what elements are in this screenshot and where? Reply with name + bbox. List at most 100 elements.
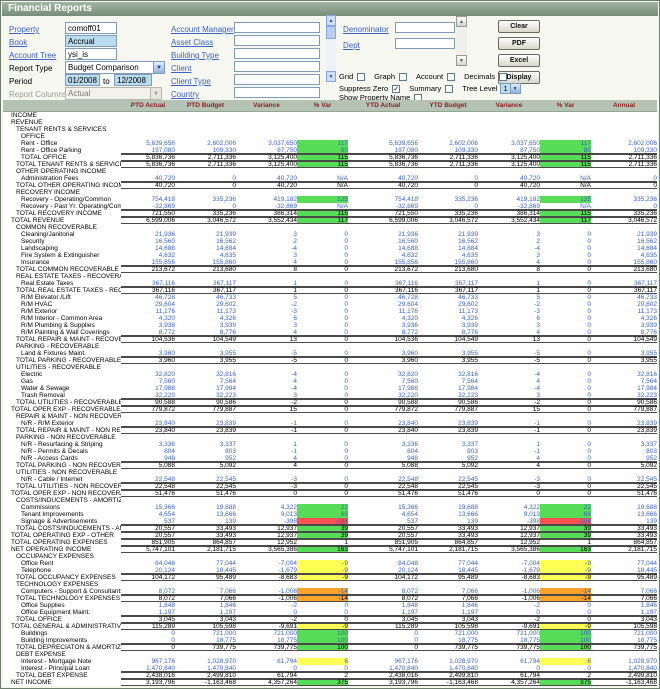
cell-ytd-actual[interactable]: 29,604	[398, 301, 418, 308]
cell-ytd-pct-var[interactable]: -9	[540, 567, 591, 574]
summary-checkbox[interactable]	[445, 84, 454, 93]
cell-ytd-pct-var[interactable]: 0	[587, 371, 591, 378]
cell-ptd-variance[interactable]: 2	[293, 238, 297, 245]
cell-ytd-actual[interactable]: 948	[348, 455, 418, 462]
cell-ytd-variance[interactable]: 4	[478, 455, 540, 462]
cell-ptd-budget[interactable]: 1,470,840	[175, 665, 236, 672]
clear-button[interactable]: Clear	[498, 20, 540, 33]
cell-ptd-variance[interactable]: -4	[291, 371, 297, 378]
cell-ytd-budget[interactable]: 23,839	[418, 420, 478, 427]
cell-ptd-budget[interactable]: 0	[175, 203, 236, 210]
cell-ytd-variance[interactable]: 4	[536, 378, 540, 385]
cell-ptd-pct-var[interactable]: -9	[297, 567, 348, 574]
cell-ptd-budget[interactable]: 109,330	[175, 147, 237, 154]
cell-ytd-variance[interactable]: 4	[478, 259, 540, 266]
cell-ptd-budget[interactable]: 139	[175, 518, 236, 525]
cell-ptd-pct-var[interactable]: 0	[297, 350, 348, 357]
cell-ytd-actual[interactable]: -32,869	[348, 203, 418, 210]
cell-annual[interactable]: 14,684	[637, 245, 657, 252]
client-label[interactable]: Client	[171, 64, 192, 73]
cell-ptd-budget[interactable]: 3,337	[219, 441, 236, 448]
cell-ptd-pct-var[interactable]: 0	[297, 280, 348, 287]
cell-annual[interactable]: 17,984	[637, 385, 657, 392]
cell-ytd-pct-var[interactable]: 117	[540, 140, 591, 147]
cell-ptd-pct-var[interactable]: 0	[297, 455, 348, 462]
cell-ptd-variance[interactable]: 61,794	[277, 658, 297, 665]
cell-annual[interactable]: 29,602	[637, 301, 657, 308]
cell-ytd-pct-var[interactable]: 100	[540, 630, 591, 637]
cell-ytd-pct-var[interactable]: 22	[540, 504, 591, 511]
cell-ytd-variance[interactable]: 3	[478, 392, 540, 399]
cell-ptd-budget[interactable]: 1,028,970	[207, 658, 236, 665]
cell-annual[interactable]: 3,939	[640, 322, 657, 329]
cell-ptd-pct-var[interactable]: 0	[344, 238, 348, 245]
cell-ytd-variance[interactable]: -2	[534, 301, 540, 308]
cell-ptd-variance[interactable]: 0	[236, 665, 297, 672]
cell-ytd-actual[interactable]: 3,936	[401, 322, 418, 329]
cell-ptd-actual[interactable]: 14,688	[155, 245, 175, 252]
account-tree-label[interactable]: Account Tree	[9, 51, 57, 60]
cell-ytd-actual[interactable]: 7,560	[401, 378, 418, 385]
account-tree-input[interactable]	[65, 48, 117, 60]
cell-ptd-pct-var[interactable]: 125	[297, 196, 348, 203]
cell-ytd-variance[interactable]: 0	[478, 609, 540, 616]
cell-annual[interactable]: 23,839	[591, 420, 657, 427]
cell-ytd-variance[interactable]: 3,037,650	[511, 140, 540, 147]
cell-ptd-variance[interactable]: 4	[236, 329, 297, 336]
cell-ptd-variance[interactable]: 9,013	[280, 511, 297, 518]
cell-annual[interactable]: 3,337	[640, 441, 657, 448]
chevron-down-icon[interactable]: ▼	[509, 84, 520, 93]
cell-ptd-actual[interactable]: 197,080	[121, 147, 176, 154]
cell-ytd-actual[interactable]: 14,688	[398, 245, 418, 252]
scroll-up-icon[interactable]: ▲	[456, 16, 467, 27]
cell-ytd-budget[interactable]: 11,173	[458, 308, 478, 315]
cell-ptd-variance[interactable]: 419,182	[273, 196, 298, 203]
dept-input[interactable]	[395, 38, 455, 49]
client-type-label[interactable]: Client Type	[171, 77, 211, 86]
cell-ptd-budget[interactable]: 13,666	[216, 511, 236, 518]
tree-level-select[interactable]: 1 ▼	[500, 83, 521, 94]
asset-class-label[interactable]: Asset Class	[171, 38, 214, 47]
cell-ptd-variance[interactable]: 721,000	[273, 630, 298, 637]
property-input[interactable]	[65, 22, 117, 34]
cell-ytd-actual[interactable]: 3,960	[348, 350, 418, 357]
cell-ptd-budget[interactable]: 21,939	[216, 231, 236, 238]
cell-ytd-variance[interactable]: -1	[534, 448, 540, 455]
cell-ytd-actual[interactable]: 11,176	[398, 308, 418, 315]
cell-ptd-pct-var[interactable]: 66	[297, 511, 348, 518]
cell-ptd-actual[interactable]: 22,548	[121, 476, 175, 483]
cell-ptd-actual[interactable]: 16,560	[155, 238, 175, 245]
suppress-zero-checkbox[interactable]: ✓	[392, 84, 401, 93]
client-type-input[interactable]	[234, 74, 320, 85]
cell-ytd-actual[interactable]: 17,988	[398, 385, 418, 392]
cell-ytd-actual[interactable]: 1,197	[348, 609, 418, 616]
dept-label[interactable]: Dept	[343, 41, 360, 50]
cell-ptd-variance[interactable]: 3	[293, 252, 297, 259]
cell-ytd-actual[interactable]: 4,632	[401, 252, 418, 259]
cell-ptd-budget[interactable]: 7,066	[175, 588, 236, 595]
cell-ytd-variance[interactable]: 0	[478, 665, 540, 672]
cell-ptd-budget[interactable]: 721,000	[212, 630, 237, 637]
cell-ptd-pct-var[interactable]: 0	[344, 602, 348, 609]
excel-button[interactable]: Excel	[498, 54, 540, 67]
cell-annual[interactable]: 155,860	[591, 259, 658, 266]
cell-annual[interactable]: 0	[591, 175, 657, 182]
cell-annual[interactable]: 16,562	[637, 238, 657, 245]
cell-ptd-variance[interactable]: -3	[236, 476, 297, 483]
cell-ptd-actual[interactable]: 537	[121, 518, 175, 525]
cell-ptd-pct-var[interactable]: 0	[344, 252, 348, 259]
cell-ytd-budget[interactable]: 18,445	[418, 567, 478, 574]
cell-ptd-actual[interactable]: 0	[171, 630, 175, 637]
cell-annual[interactable]: 7,564	[640, 378, 657, 385]
cell-ytd-actual[interactable]: 754,418	[394, 196, 419, 203]
cell-ptd-actual[interactable]: 4,654	[158, 511, 175, 518]
cell-ptd-variance[interactable]: -1,006	[236, 588, 297, 595]
cell-ytd-pct-var[interactable]: 0	[540, 259, 591, 266]
cell-ytd-variance[interactable]: -5	[478, 350, 540, 357]
cell-annual[interactable]: 1,197	[591, 609, 657, 616]
cell-ytd-budget[interactable]: 721,000	[454, 630, 479, 637]
cell-ptd-actual[interactable]: 155,856	[121, 259, 176, 266]
cell-ytd-pct-var[interactable]: 0	[587, 385, 591, 392]
cell-ytd-pct-var[interactable]: 0	[540, 609, 591, 616]
period-from-input[interactable]	[65, 74, 100, 86]
